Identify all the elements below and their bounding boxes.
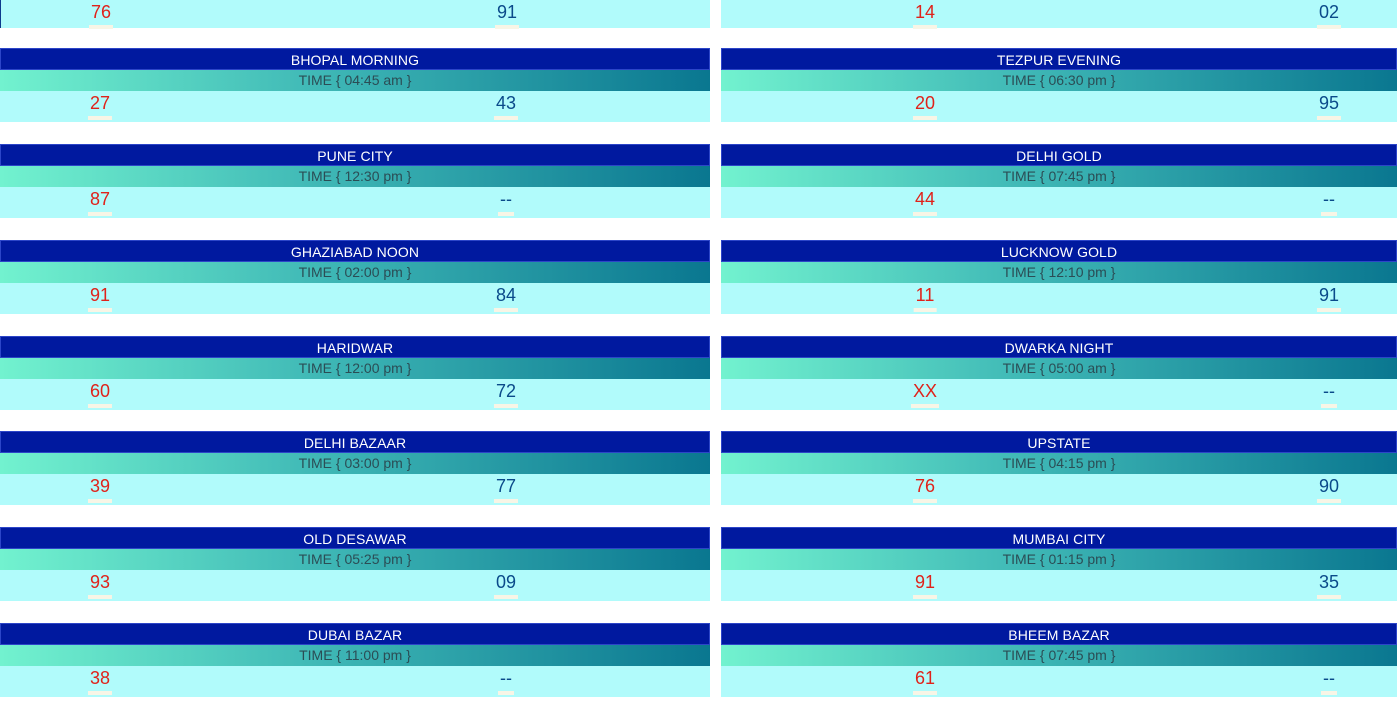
market-card-ghaziabad-noon: GHAZIABAD NOON TIME { 02:00 pm } 91 84 (0, 240, 710, 316)
market-time: TIME { 07:45 pm } (721, 166, 1397, 187)
market-card-delhi-bazaar: DELHI BAZAAR TIME { 03:00 pm } 39 77 (0, 431, 710, 507)
market-result: 91 84 (0, 283, 710, 314)
first-number: 87 (87, 187, 113, 216)
first-number: 27 (87, 91, 113, 120)
market-time: TIME { 11:00 pm } (0, 645, 710, 666)
market-name: BHOPAL MORNING (0, 48, 710, 70)
market-card-bheem-bazar: BHEEM BAZAR TIME { 07:45 pm } 61 -- (721, 623, 1397, 699)
market-result: 60 72 (0, 379, 710, 410)
market-result: 11 91 (721, 283, 1397, 314)
market-result: 20 95 (721, 91, 1397, 122)
market-result: 76 90 (721, 474, 1397, 505)
second-number: 72 (493, 379, 519, 408)
market-name: BHEEM BAZAR (721, 623, 1397, 645)
market-time: TIME { 05:25 pm } (0, 549, 710, 570)
second-number: -- (1321, 379, 1337, 408)
first-number: 44 (912, 187, 938, 216)
second-number: 91 (1316, 283, 1342, 312)
first-number: 91 (912, 570, 938, 599)
market-name: PUNE CITY (0, 144, 710, 166)
market-card-delhi-gold: DELHI GOLD TIME { 07:45 pm } 44 -- (721, 144, 1397, 220)
first-number: 76 (88, 0, 114, 29)
market-card-mumbai-city: MUMBAI CITY TIME { 01:15 pm } 91 35 (721, 527, 1397, 603)
second-number: 90 (1316, 474, 1342, 503)
market-time: TIME { 06:30 pm } (721, 70, 1397, 91)
market-time: TIME { 04:45 am } (0, 70, 710, 91)
market-time: TIME { 05:00 am } (721, 358, 1397, 379)
market-card-old-desawar: OLD DESAWAR TIME { 05:25 pm } 93 09 (0, 527, 710, 603)
market-result: 61 -- (721, 666, 1397, 697)
market-card-haridwar: HARIDWAR TIME { 12:00 pm } 60 72 (0, 336, 710, 412)
first-number: XX (910, 379, 940, 408)
second-number: -- (498, 187, 514, 216)
market-result: 87 -- (0, 187, 710, 218)
first-number: 76 (912, 474, 938, 503)
market-result: 27 43 (0, 91, 710, 122)
second-number: 91 (494, 0, 520, 29)
first-number: 38 (87, 666, 113, 695)
market-name: MUMBAI CITY (721, 527, 1397, 549)
market-name: HARIDWAR (0, 336, 710, 358)
partial-result-row: 14 02 (721, 0, 1397, 29)
first-number: 14 (912, 0, 938, 29)
partial-result-row: 76 91 (0, 0, 710, 29)
market-card-dwarka-night: DWARKA NIGHT TIME { 05:00 am } XX -- (721, 336, 1397, 412)
market-time: TIME { 03:00 pm } (0, 453, 710, 474)
second-number: 95 (1316, 91, 1342, 120)
market-name: LUCKNOW GOLD (721, 240, 1397, 262)
market-time: TIME { 07:45 pm } (721, 645, 1397, 666)
market-name: GHAZIABAD NOON (0, 240, 710, 262)
first-number: 11 (913, 283, 937, 312)
market-result: 39 77 (0, 474, 710, 505)
second-number: 84 (493, 283, 519, 312)
second-number: -- (498, 666, 514, 695)
market-time: TIME { 12:30 pm } (0, 166, 710, 187)
market-name: DWARKA NIGHT (721, 336, 1397, 358)
first-number: 39 (87, 474, 113, 503)
market-time: TIME { 12:10 pm } (721, 262, 1397, 283)
second-number: 02 (1316, 0, 1342, 29)
market-card-bhopal-morning: BHOPAL MORNING TIME { 04:45 am } 27 43 (0, 48, 710, 124)
market-card-upstate: UPSTATE TIME { 04:15 pm } 76 90 (721, 431, 1397, 507)
market-time: TIME { 04:15 pm } (721, 453, 1397, 474)
market-name: OLD DESAWAR (0, 527, 710, 549)
market-name: DELHI GOLD (721, 144, 1397, 166)
market-result: XX -- (721, 379, 1397, 410)
first-number: 60 (87, 379, 113, 408)
market-name: UPSTATE (721, 431, 1397, 453)
market-name: TEZPUR EVENING (721, 48, 1397, 70)
second-number: 09 (493, 570, 519, 599)
market-name: DELHI BAZAAR (0, 431, 710, 453)
second-number: 35 (1316, 570, 1342, 599)
second-number: -- (1321, 666, 1337, 695)
market-card-pune-city: PUNE CITY TIME { 12:30 pm } 87 -- (0, 144, 710, 220)
first-number: 91 (87, 283, 113, 312)
first-number: 93 (87, 570, 113, 599)
first-number: 61 (912, 666, 938, 695)
first-number: 20 (912, 91, 938, 120)
market-card-lucknow-gold: LUCKNOW GOLD TIME { 12:10 pm } 11 91 (721, 240, 1397, 316)
market-name: DUBAI BAZAR (0, 623, 710, 645)
market-result: 93 09 (0, 570, 710, 601)
market-time: TIME { 02:00 pm } (0, 262, 710, 283)
market-result: 44 -- (721, 187, 1397, 218)
second-number: -- (1321, 187, 1337, 216)
market-result: 38 -- (0, 666, 710, 697)
second-number: 43 (493, 91, 519, 120)
market-time: TIME { 01:15 pm } (721, 549, 1397, 570)
market-card-tezpur-evening: TEZPUR EVENING TIME { 06:30 pm } 20 95 (721, 48, 1397, 124)
second-number: 77 (493, 474, 519, 503)
market-time: TIME { 12:00 pm } (0, 358, 710, 379)
market-card-dubai-bazar: DUBAI BAZAR TIME { 11:00 pm } 38 -- (0, 623, 710, 699)
market-result: 91 35 (721, 570, 1397, 601)
